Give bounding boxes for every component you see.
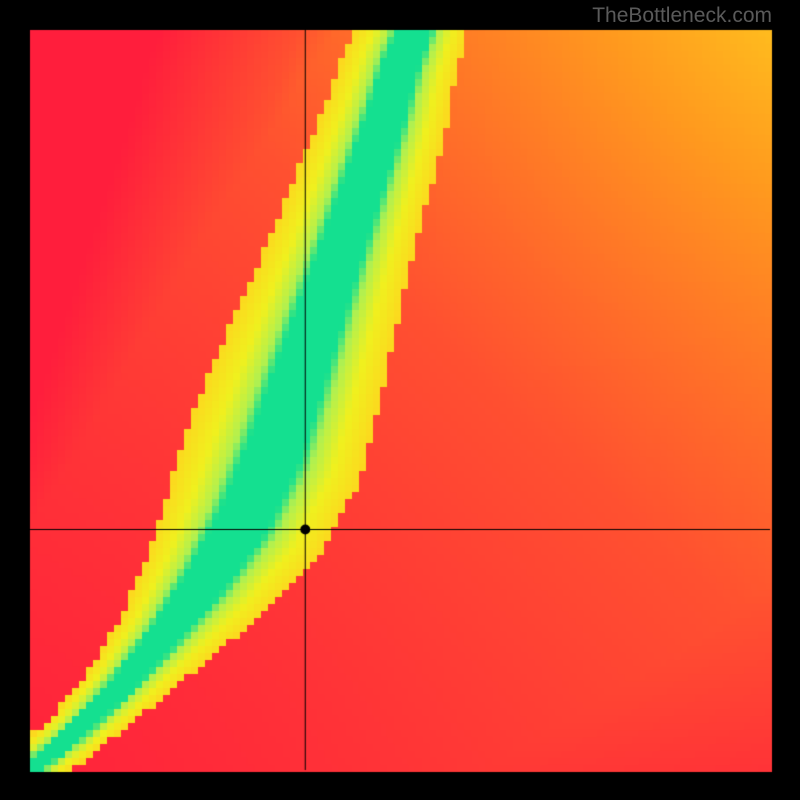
watermark-text: TheBottleneck.com xyxy=(592,4,772,28)
chart-container: TheBottleneck.com xyxy=(0,0,800,800)
heatmap-canvas xyxy=(0,0,800,800)
